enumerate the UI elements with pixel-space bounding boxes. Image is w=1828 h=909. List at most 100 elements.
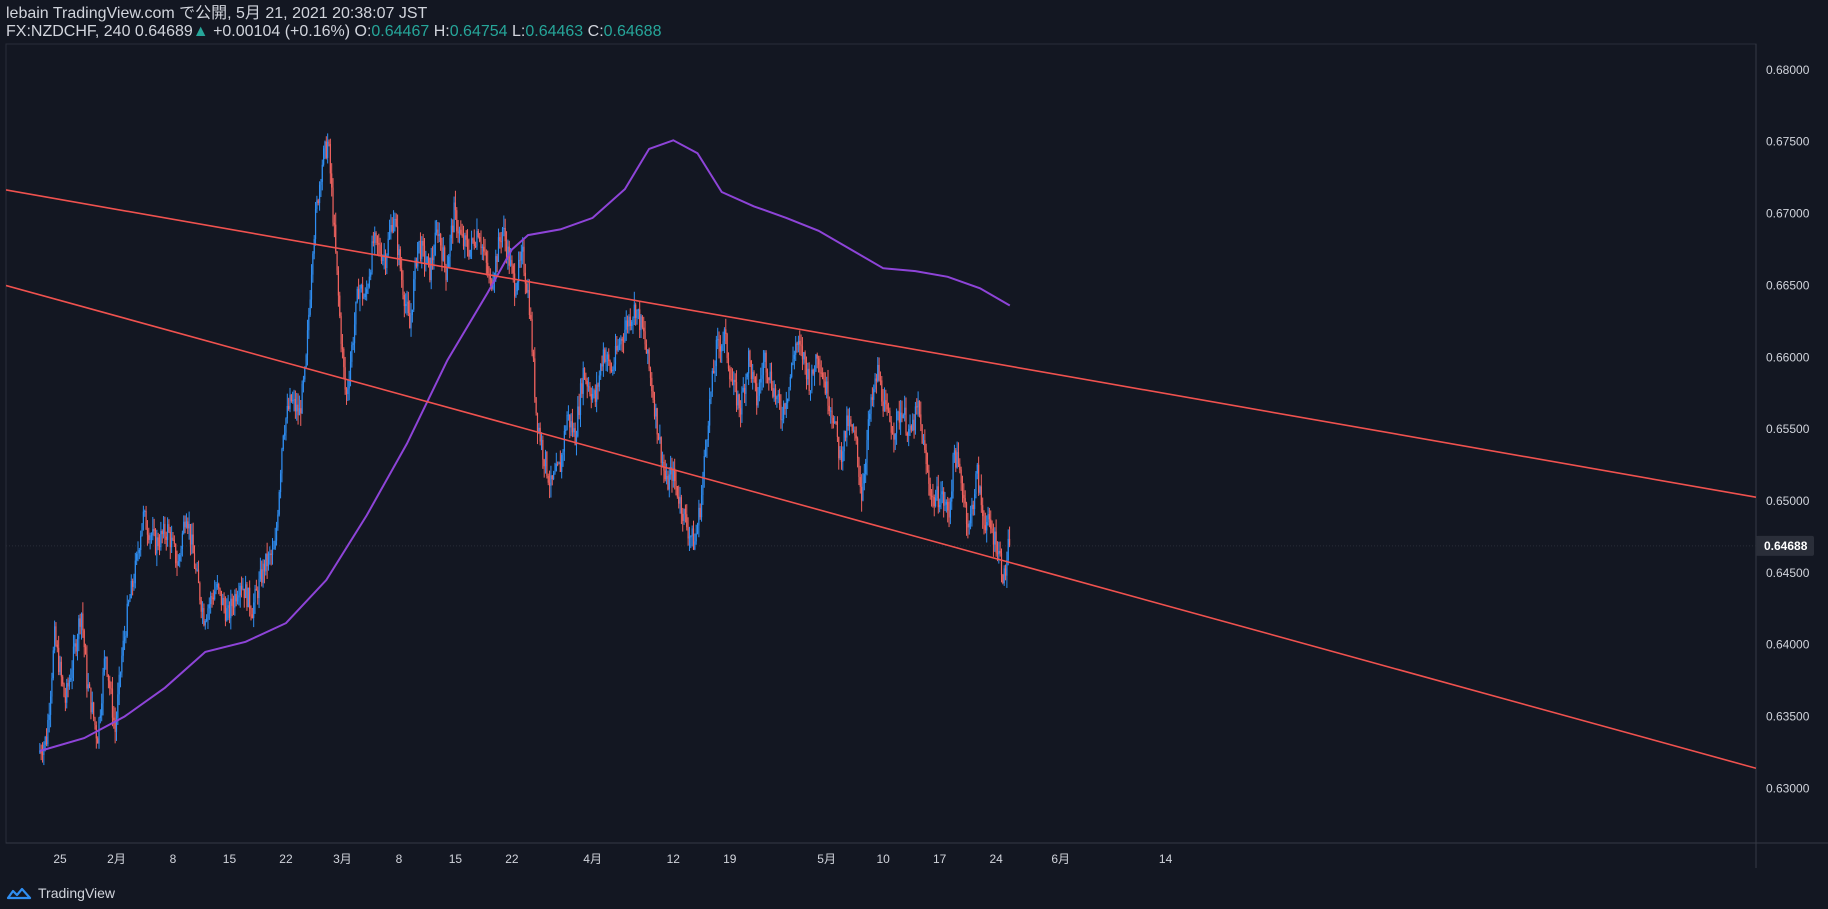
candle-body-down — [626, 320, 629, 327]
candle-body-down — [819, 364, 821, 373]
candle-body-down — [955, 450, 957, 468]
candle-body-up — [934, 498, 937, 507]
candle-body-up — [238, 595, 240, 598]
candle-body-up — [787, 398, 789, 403]
candle-body-down — [489, 274, 491, 280]
candle-body-down — [692, 528, 695, 550]
candle-body-up — [956, 452, 958, 468]
candle-body-up — [413, 279, 415, 310]
candle-body-up — [207, 608, 209, 619]
candle-body-up — [458, 229, 461, 234]
candle-body-up — [788, 387, 790, 399]
candle-body-up — [606, 354, 609, 360]
candle-body-down — [110, 688, 112, 690]
candle-body-down — [735, 382, 738, 406]
footer-brand[interactable]: TradingView — [0, 876, 300, 909]
candle-body-down — [56, 644, 58, 648]
candle-body-up — [74, 643, 76, 647]
candle-body-up — [405, 303, 407, 307]
candle-body-down — [610, 369, 613, 372]
candle-body-up — [136, 553, 138, 561]
candle-body-down — [372, 241, 374, 243]
candle-body-down — [395, 218, 397, 227]
candle-body-down — [88, 684, 91, 688]
candle-body-up — [242, 588, 244, 590]
candle-body-up — [149, 535, 151, 540]
candle-body-up — [503, 228, 505, 230]
candle-body-down — [114, 719, 116, 732]
candle-body-down — [656, 408, 658, 435]
candle-body-up — [125, 635, 127, 638]
candle-body-up — [306, 330, 309, 356]
price-axis[interactable]: 0.68000 0.67500 0.67000 0.66500 0.66000 0.655… — [1766, 63, 1810, 796]
trendline-lower[interactable] — [6, 284, 1756, 770]
candle-body-up — [71, 670, 73, 679]
candle-body-down — [799, 340, 801, 345]
candle-body-down — [990, 519, 992, 529]
candle-body-down — [597, 384, 599, 387]
candle-body-down — [918, 400, 921, 415]
candle-body-down — [906, 433, 908, 436]
candle-body-down — [407, 301, 409, 314]
candle-body-down — [106, 657, 108, 675]
candle-body-down — [675, 481, 677, 486]
candle-body-down — [653, 399, 656, 417]
candle-body-down — [154, 530, 157, 554]
candle-body-down — [924, 440, 926, 451]
candle-body-down — [294, 399, 296, 412]
candle-body-down — [660, 437, 662, 463]
candle-body-down — [718, 339, 720, 347]
candle-body-up — [757, 395, 759, 406]
candle-body-up — [273, 548, 275, 550]
candle-body-down — [933, 497, 935, 507]
candle-body-up — [259, 569, 262, 579]
candle-body-down — [930, 495, 933, 497]
candle-body-up — [555, 463, 557, 472]
candle-body-up — [210, 596, 212, 605]
candle-body-down — [401, 268, 403, 280]
x-tick-label: 24 — [989, 852, 1003, 866]
candle-body-down — [172, 537, 174, 540]
candle-body-down — [1002, 574, 1004, 584]
candle-body-up — [846, 415, 848, 438]
candle-body-down — [189, 524, 192, 545]
candle-body-up — [137, 552, 139, 554]
time-axis[interactable]: 25 2月 8 15 22 3月 8 15 22 4月 12 19 5月 10 17 24 6月 14 — [53, 852, 1172, 866]
candle-body-up — [668, 474, 670, 490]
candle-body-up — [126, 603, 128, 636]
candle-body-down — [645, 344, 648, 354]
candle-body-up — [717, 339, 719, 341]
change-text: +0.00104 (+0.16%) — [213, 23, 351, 40]
trendline-upper[interactable] — [6, 189, 1756, 498]
candle-body-down — [774, 388, 777, 400]
candle-body-down — [391, 224, 393, 232]
tradingview-logo-icon — [6, 886, 32, 900]
candle-body-up — [285, 418, 287, 433]
candle-body-up — [752, 372, 754, 379]
candle-body-down — [855, 435, 857, 439]
candle-body-up — [278, 492, 280, 515]
candle-body-up — [620, 338, 622, 345]
candle-body-down — [835, 421, 837, 423]
candle-body-down — [341, 343, 344, 349]
candle-body-down — [375, 232, 377, 236]
candle-body-up — [355, 301, 357, 325]
candle-body-down — [223, 598, 225, 607]
candle-body-down — [62, 676, 64, 684]
candle-body-up — [118, 674, 120, 695]
candle-body-up — [745, 376, 747, 394]
x-tick-label: 17 — [933, 852, 947, 866]
candle-body-up — [323, 148, 325, 165]
candle-body-down — [879, 380, 882, 382]
candle-body-down — [419, 240, 422, 260]
candle-body-up — [702, 476, 704, 496]
candle-body-up — [216, 583, 218, 588]
candle-body-down — [967, 523, 969, 528]
candle-body-up — [418, 240, 420, 243]
candle-body-up — [813, 371, 816, 374]
candle-body-up — [867, 419, 869, 440]
candle-body-down — [266, 553, 268, 567]
candle-body-up — [298, 408, 301, 416]
candle-body-down — [64, 696, 66, 703]
